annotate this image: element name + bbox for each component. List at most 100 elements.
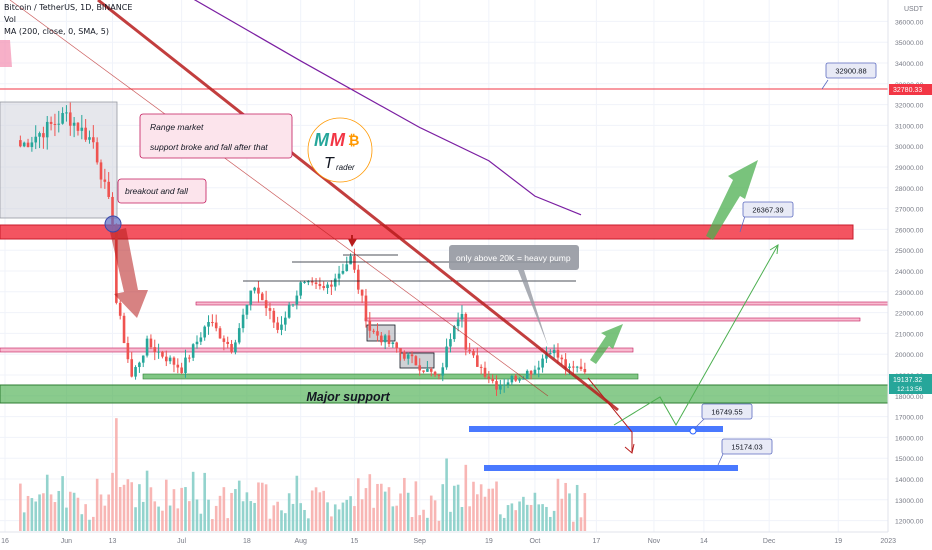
candle: [406, 354, 410, 359]
trend-line-thin: [9, 0, 549, 397]
volume-bar: [26, 495, 30, 531]
candle: [356, 269, 360, 290]
volume-bar: [211, 519, 214, 531]
candle: [522, 378, 525, 380]
volume-bar: [138, 484, 141, 531]
target-label-mid-box: [742, 201, 794, 218]
volume-bar: [552, 510, 556, 531]
volume-bar: [456, 484, 460, 531]
candle: [491, 378, 494, 382]
volume-bar: [111, 472, 114, 531]
volume-bar: [134, 507, 137, 531]
candle: [564, 359, 567, 368]
candle: [548, 353, 552, 355]
candle: [533, 369, 537, 375]
volume-bar: [429, 495, 433, 531]
candle: [76, 122, 80, 131]
y-tick-label: 13000.00: [895, 498, 924, 505]
volume-bar: [49, 494, 53, 531]
candle: [141, 355, 145, 363]
candle: [353, 256, 356, 270]
candle: [314, 282, 318, 284]
price-tag: [889, 84, 932, 95]
volume-bar: [68, 491, 72, 531]
candle: [272, 310, 276, 323]
target-label-high: 32900.88: [835, 67, 866, 76]
candle: [525, 370, 529, 379]
candle: [57, 123, 61, 125]
candle: [575, 366, 579, 368]
up-arrow: [590, 324, 623, 364]
volume-bar: [53, 502, 57, 531]
volume-bar: [372, 507, 375, 531]
logo-letter: M: [314, 130, 330, 150]
candle: [514, 375, 518, 381]
candle: [552, 349, 556, 354]
candle: [502, 384, 506, 386]
logo-t: T: [324, 155, 335, 172]
resistance-zone: [0, 224, 854, 240]
volume-bar: [161, 510, 164, 531]
volume-bar: [95, 478, 99, 531]
candle: [295, 295, 299, 305]
volume-bar: [525, 504, 529, 531]
volume-bar: [149, 487, 153, 531]
volume-bar: [387, 487, 391, 531]
volume-bar: [303, 509, 306, 531]
candle: [572, 366, 575, 368]
volume-bar: [65, 507, 68, 531]
volume-bar: [218, 495, 222, 531]
volume-bar: [330, 516, 333, 531]
volume-bar: [107, 494, 110, 531]
candle: [349, 256, 352, 265]
volume-bar: [153, 501, 157, 531]
candle: [479, 366, 483, 368]
candle: [241, 314, 245, 329]
x-tick-label: Jul: [177, 538, 186, 545]
x-tick-label: 18: [243, 538, 251, 545]
volume-bar: [280, 510, 283, 531]
ma-legend: MA (200, close, 0, SMA, 5): [4, 27, 110, 36]
volume-bar: [349, 496, 352, 531]
volume-bar: [380, 483, 383, 531]
currency-label: USDT: [904, 6, 924, 13]
candle: [95, 142, 99, 163]
volume-bar: [168, 505, 172, 531]
zones: [0, 88, 891, 471]
candle: [65, 112, 68, 114]
volume-bar: [491, 488, 494, 531]
candle: [176, 364, 180, 368]
volume-bar: [176, 508, 180, 531]
arrow-head: [624, 443, 635, 454]
volume-bar: [410, 517, 414, 531]
candle: [368, 320, 372, 331]
volume-bar: [502, 517, 506, 531]
candle: [299, 282, 302, 296]
candle: [45, 121, 49, 138]
candle: [111, 196, 114, 225]
y-tick-label: 35000.00: [895, 40, 924, 47]
candle: [387, 335, 391, 345]
candle: [42, 133, 45, 138]
volume-bar: [264, 484, 268, 531]
y-tick-label: 17000.00: [895, 415, 924, 422]
target-zone: [484, 465, 738, 471]
volume-bar: [19, 483, 22, 531]
candle: [464, 313, 468, 350]
volume-bar: [287, 493, 291, 531]
candle: [184, 357, 187, 373]
volume-bar: [310, 490, 314, 531]
candle: [418, 365, 422, 371]
candle: [460, 313, 464, 320]
candle: [360, 289, 364, 296]
volume-bar: [199, 513, 203, 531]
candle: [188, 357, 191, 359]
volume-bar: [34, 501, 38, 531]
candle: [380, 335, 383, 343]
volume-bar: [299, 503, 302, 531]
y-tick-label: 20000.00: [895, 352, 924, 359]
volume-bar: [226, 518, 230, 531]
volume-bar: [42, 493, 45, 531]
volume-bar: [368, 474, 372, 531]
